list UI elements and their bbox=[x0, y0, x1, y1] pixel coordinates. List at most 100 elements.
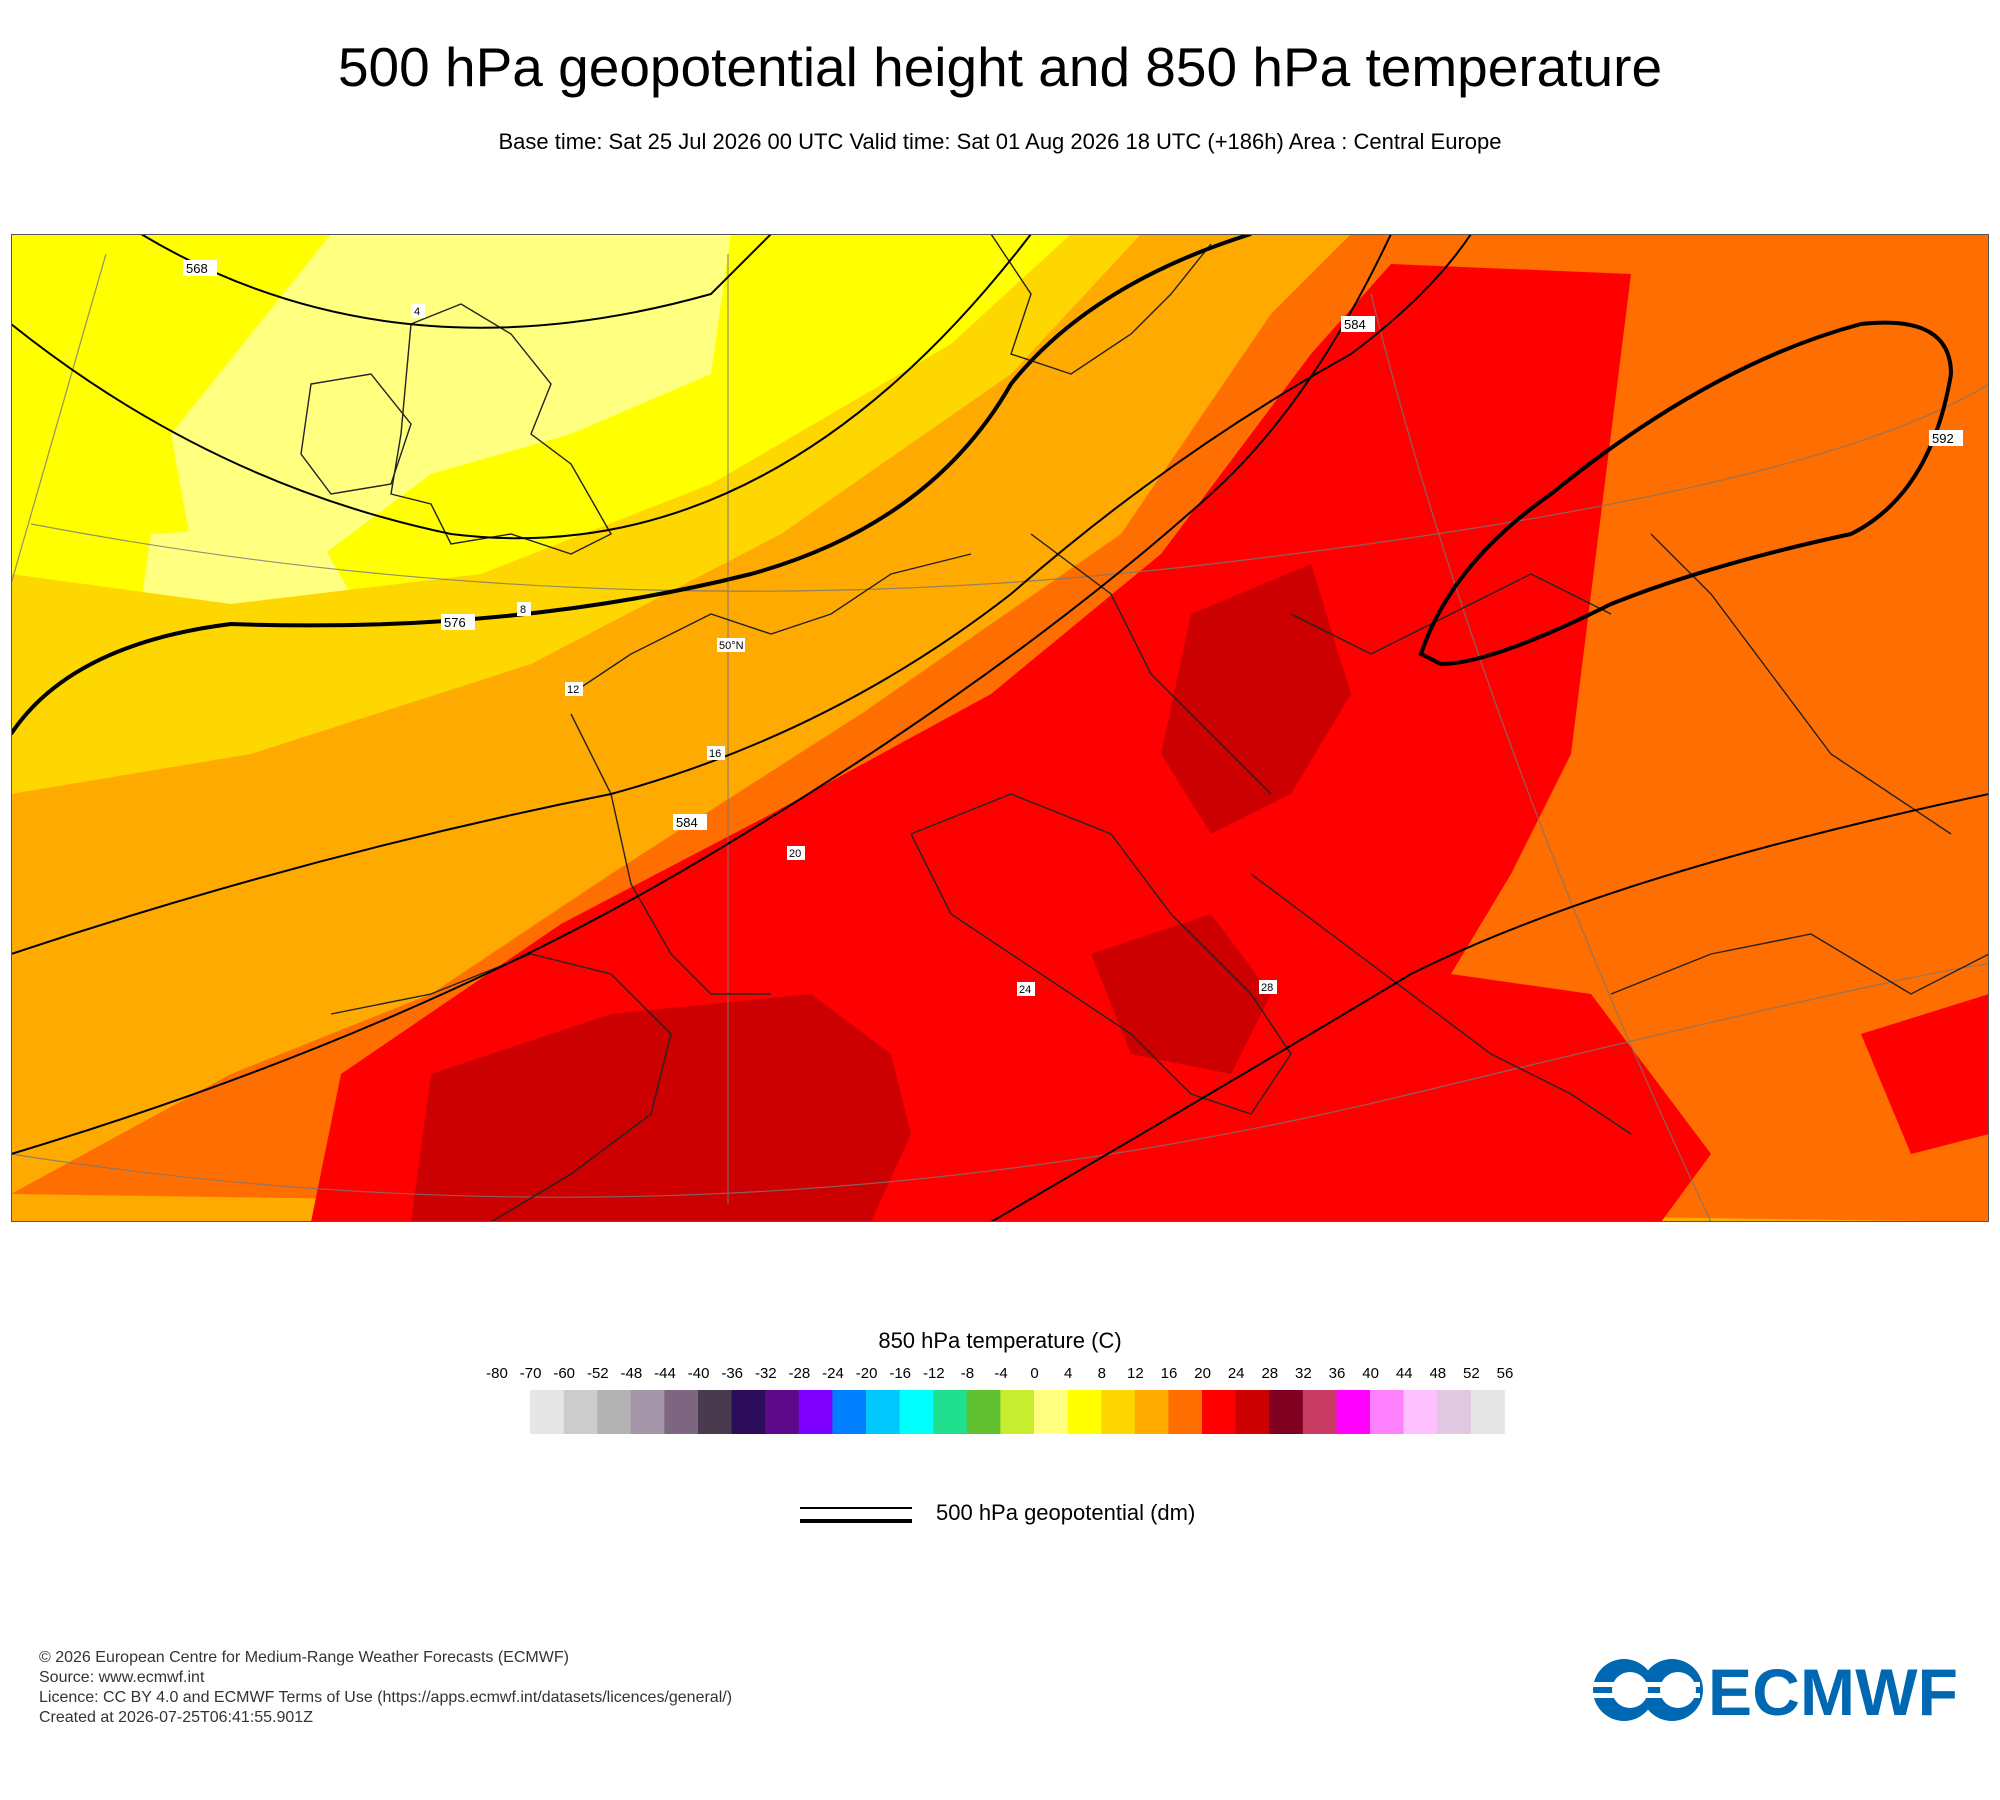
colorbar-swatch bbox=[765, 1390, 800, 1434]
colorbar-swatch bbox=[731, 1390, 766, 1434]
colorbar-tick-label: 8 bbox=[1098, 1365, 1106, 1382]
footer-created: Created at 2026-07-25T06:41:55.901Z bbox=[39, 1709, 313, 1726]
colorbar-swatch bbox=[630, 1390, 665, 1434]
contour-592 bbox=[1418, 320, 1954, 667]
colorbar-swatch bbox=[966, 1390, 1001, 1434]
colorbar-tick-label: 12 bbox=[1127, 1365, 1144, 1382]
colorbar-tick-label: 32 bbox=[1295, 1365, 1312, 1382]
svg-text:28: 28 bbox=[1261, 982, 1273, 994]
svg-text:8: 8 bbox=[520, 604, 526, 616]
footer-source[interactable]: Source: www.ecmwf.int bbox=[39, 1669, 205, 1686]
colorbar-tick-label: 20 bbox=[1194, 1365, 1211, 1382]
colorbar-tick-label: 52 bbox=[1463, 1365, 1480, 1382]
contour-584-south bbox=[990, 793, 1989, 1222]
ecmwf-logo-text: ECMWF bbox=[1708, 1655, 1958, 1725]
colorbar-tick-label: 40 bbox=[1362, 1365, 1379, 1382]
svg-text:16: 16 bbox=[709, 748, 721, 760]
colorbar-swatch bbox=[1101, 1390, 1136, 1434]
svg-text:592: 592 bbox=[1932, 431, 1954, 446]
colorbar-swatch bbox=[899, 1390, 934, 1434]
colorbar-tick-label: -24 bbox=[822, 1365, 844, 1382]
colorbar-tick-label: -52 bbox=[587, 1365, 609, 1382]
temp-band-20-24 bbox=[311, 264, 1711, 1222]
footer-licence[interactable]: Licence: CC BY 4.0 and ECMWF Terms of Us… bbox=[39, 1689, 733, 1706]
coastlines bbox=[300, 234, 1989, 1222]
colorbar-swatch bbox=[1370, 1390, 1405, 1434]
svg-text:576: 576 bbox=[444, 615, 466, 630]
colorbar-swatch bbox=[1000, 1390, 1035, 1434]
lat-label-50n: 50°N bbox=[717, 638, 745, 652]
contour-label-584-b: 584 bbox=[673, 814, 707, 830]
ecmwf-logo[interactable]: ECMWF bbox=[1590, 1655, 1965, 1729]
footer-credits: © 2026 European Centre for Medium-Range … bbox=[39, 1648, 732, 1728]
colorbar-swatch bbox=[1202, 1390, 1237, 1434]
svg-text:568: 568 bbox=[186, 261, 208, 276]
colorbar-tick-label: 24 bbox=[1228, 1365, 1245, 1382]
colorbar-tick-label: -16 bbox=[889, 1365, 911, 1382]
temp-label-16: 16 bbox=[707, 746, 725, 760]
colorbar-tick-label: -28 bbox=[789, 1365, 811, 1382]
colorbar-swatch bbox=[1269, 1390, 1304, 1434]
colorbar-swatch bbox=[933, 1390, 968, 1434]
contour-label-584: 584 bbox=[1341, 316, 1375, 332]
svg-text:12: 12 bbox=[567, 684, 579, 696]
colorbar-tick-label: 16 bbox=[1161, 1365, 1178, 1382]
colorbar-swatch bbox=[664, 1390, 699, 1434]
colorbar-swatch bbox=[798, 1390, 833, 1434]
temp-band-24-28 bbox=[411, 994, 911, 1222]
colorbar-tick-label: 36 bbox=[1329, 1365, 1346, 1382]
colorbar-title: 850 hPa temperature (C) bbox=[878, 1328, 1122, 1353]
svg-text:50°N: 50°N bbox=[719, 640, 744, 652]
contour-584 bbox=[11, 234, 1472, 955]
colorbar-swatch bbox=[1168, 1390, 1203, 1434]
temp-label-12: 12 bbox=[565, 682, 583, 696]
temp-label-28: 28 bbox=[1259, 980, 1277, 994]
colorbar-tick-label: 44 bbox=[1396, 1365, 1413, 1382]
colorbar-swatch bbox=[1134, 1390, 1169, 1434]
temp-band-24-28-c bbox=[1091, 914, 1271, 1074]
colorbar-tick-label: -80 bbox=[486, 1365, 508, 1382]
colorbar-tick-label: -36 bbox=[721, 1365, 743, 1382]
geopotential-contours bbox=[11, 234, 1989, 1222]
temp-band-24-28-b bbox=[1161, 564, 1351, 834]
colorbar-tick-label: -44 bbox=[654, 1365, 676, 1382]
contour-label-576: 576 bbox=[441, 614, 475, 630]
colorbar-tick-label: -40 bbox=[688, 1365, 710, 1382]
forecast-map[interactable]: 568 576 584 584 592 4 8 12 16 20 24 28 5… bbox=[11, 234, 1989, 1222]
colorbar-tick-label: 28 bbox=[1261, 1365, 1278, 1382]
colorbar-tick-label: -32 bbox=[755, 1365, 777, 1382]
temp-label-20: 20 bbox=[787, 846, 805, 860]
colorbar-swatch bbox=[563, 1390, 598, 1434]
colorbar-tick-label: -12 bbox=[923, 1365, 945, 1382]
temp-label-8: 8 bbox=[517, 602, 531, 616]
colorbar-swatch bbox=[866, 1390, 901, 1434]
colorbar-swatch bbox=[1336, 1390, 1371, 1434]
contour-568 bbox=[11, 234, 1032, 540]
legend-label: 500 hPa geopotential (dm) bbox=[936, 1500, 1196, 1525]
colorbar-tick-label: -8 bbox=[961, 1365, 974, 1382]
colorbar-tick-label: -70 bbox=[520, 1365, 542, 1382]
geopotential-legend: 500 hPa geopotential (dm) bbox=[800, 1496, 1400, 1536]
colorbar: -80 -70 -60 -52 -48 -44 -40 -36 -32 -28 -24 -20 -16-… bbox=[0, 1360, 2000, 1460]
contour-label-592: 592 bbox=[1929, 430, 1963, 446]
svg-text:4: 4 bbox=[414, 306, 420, 318]
colorbar-swatch bbox=[1302, 1390, 1337, 1434]
chart-subtitle: Base time: Sat 25 Jul 2026 00 UTC Valid … bbox=[498, 129, 1502, 154]
footer-copyright: © 2026 European Centre for Medium-Range … bbox=[39, 1649, 569, 1666]
colorbar-swatch bbox=[1235, 1390, 1270, 1434]
temp-label-4: 4 bbox=[411, 304, 425, 318]
colorbar-swatch bbox=[1067, 1390, 1102, 1434]
contour-label-568: 568 bbox=[183, 260, 217, 276]
colorbar-swatch bbox=[832, 1390, 867, 1434]
colorbar-swatch bbox=[698, 1390, 733, 1434]
colorbar-swatch bbox=[597, 1390, 632, 1434]
ecmwf-logo-mark bbox=[1590, 1659, 1703, 1721]
colorbar-swatch bbox=[1470, 1390, 1505, 1434]
temp-label-24: 24 bbox=[1017, 982, 1035, 996]
chart-title: 500 hPa geopotential height and 850 hPa … bbox=[337, 36, 1663, 98]
colorbar-swatch bbox=[1403, 1390, 1438, 1434]
svg-text:24: 24 bbox=[1019, 984, 1031, 996]
svg-text:20: 20 bbox=[789, 848, 801, 860]
colorbar-tick-label: 48 bbox=[1429, 1365, 1446, 1382]
colorbar-tick-label: 0 bbox=[1030, 1365, 1038, 1382]
